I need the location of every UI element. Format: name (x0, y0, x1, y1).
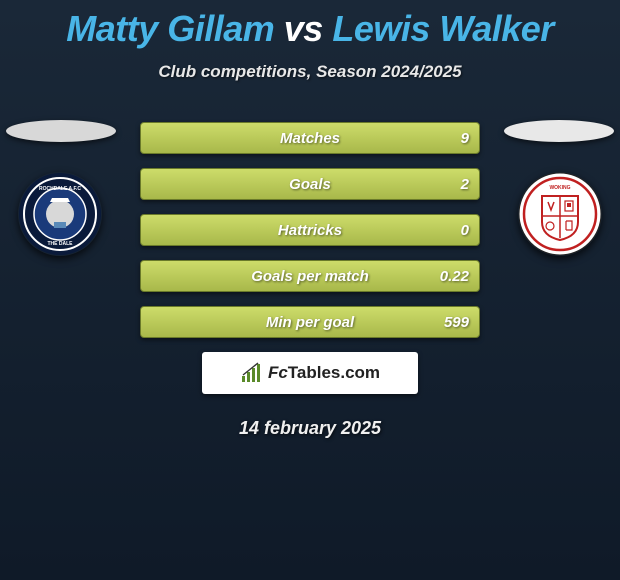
stat-row: Min per goal 599 (140, 306, 480, 338)
stat-label: Min per goal (266, 314, 354, 331)
brand-prefix: Fc (268, 363, 288, 382)
stat-value: 9 (461, 130, 469, 147)
player1-name: Matty Gillam (66, 8, 274, 49)
stat-row: Hattricks 0 (140, 214, 480, 246)
stats-list: Matches 9 Goals 2 Hattricks 0 Goals per … (140, 120, 480, 338)
content-area: ROCHDALE A.F.C THE DALE WOKING Matches 9… (0, 120, 620, 439)
stat-value: 599 (444, 314, 469, 331)
stat-value: 0.22 (440, 268, 469, 285)
svg-text:ROCHDALE A.F.C: ROCHDALE A.F.C (39, 186, 81, 192)
svg-text:THE DALE: THE DALE (48, 241, 74, 247)
club-crest-left: ROCHDALE A.F.C THE DALE (18, 172, 102, 256)
club-crest-right: WOKING (518, 172, 602, 256)
brand-logo[interactable]: FcTables.com (202, 352, 418, 394)
stat-label: Hattricks (278, 222, 342, 239)
woking-crest-icon: WOKING (518, 172, 602, 256)
player1-photo-placeholder (6, 120, 116, 142)
stat-label: Matches (280, 130, 340, 147)
player2-name: Lewis Walker (332, 8, 553, 49)
vs-text: vs (284, 8, 323, 49)
chart-icon (240, 362, 262, 384)
brand-suffix: Tables.com (288, 363, 380, 382)
stat-label: Goals (289, 176, 331, 193)
brand-text: FcTables.com (268, 363, 380, 383)
svg-text:WOKING: WOKING (549, 185, 570, 191)
stat-row: Matches 9 (140, 122, 480, 154)
rochdale-crest-icon: ROCHDALE A.F.C THE DALE (18, 172, 102, 256)
date-text: 14 february 2025 (0, 418, 620, 439)
subtitle: Club competitions, Season 2024/2025 (0, 62, 620, 82)
player2-photo-placeholder (504, 120, 614, 142)
stat-row: Goals 2 (140, 168, 480, 200)
stat-value: 2 (461, 176, 469, 193)
stat-value: 0 (461, 222, 469, 239)
stat-label: Goals per match (251, 268, 369, 285)
comparison-title: Matty Gillam vs Lewis Walker (0, 0, 620, 50)
stat-row: Goals per match 0.22 (140, 260, 480, 292)
